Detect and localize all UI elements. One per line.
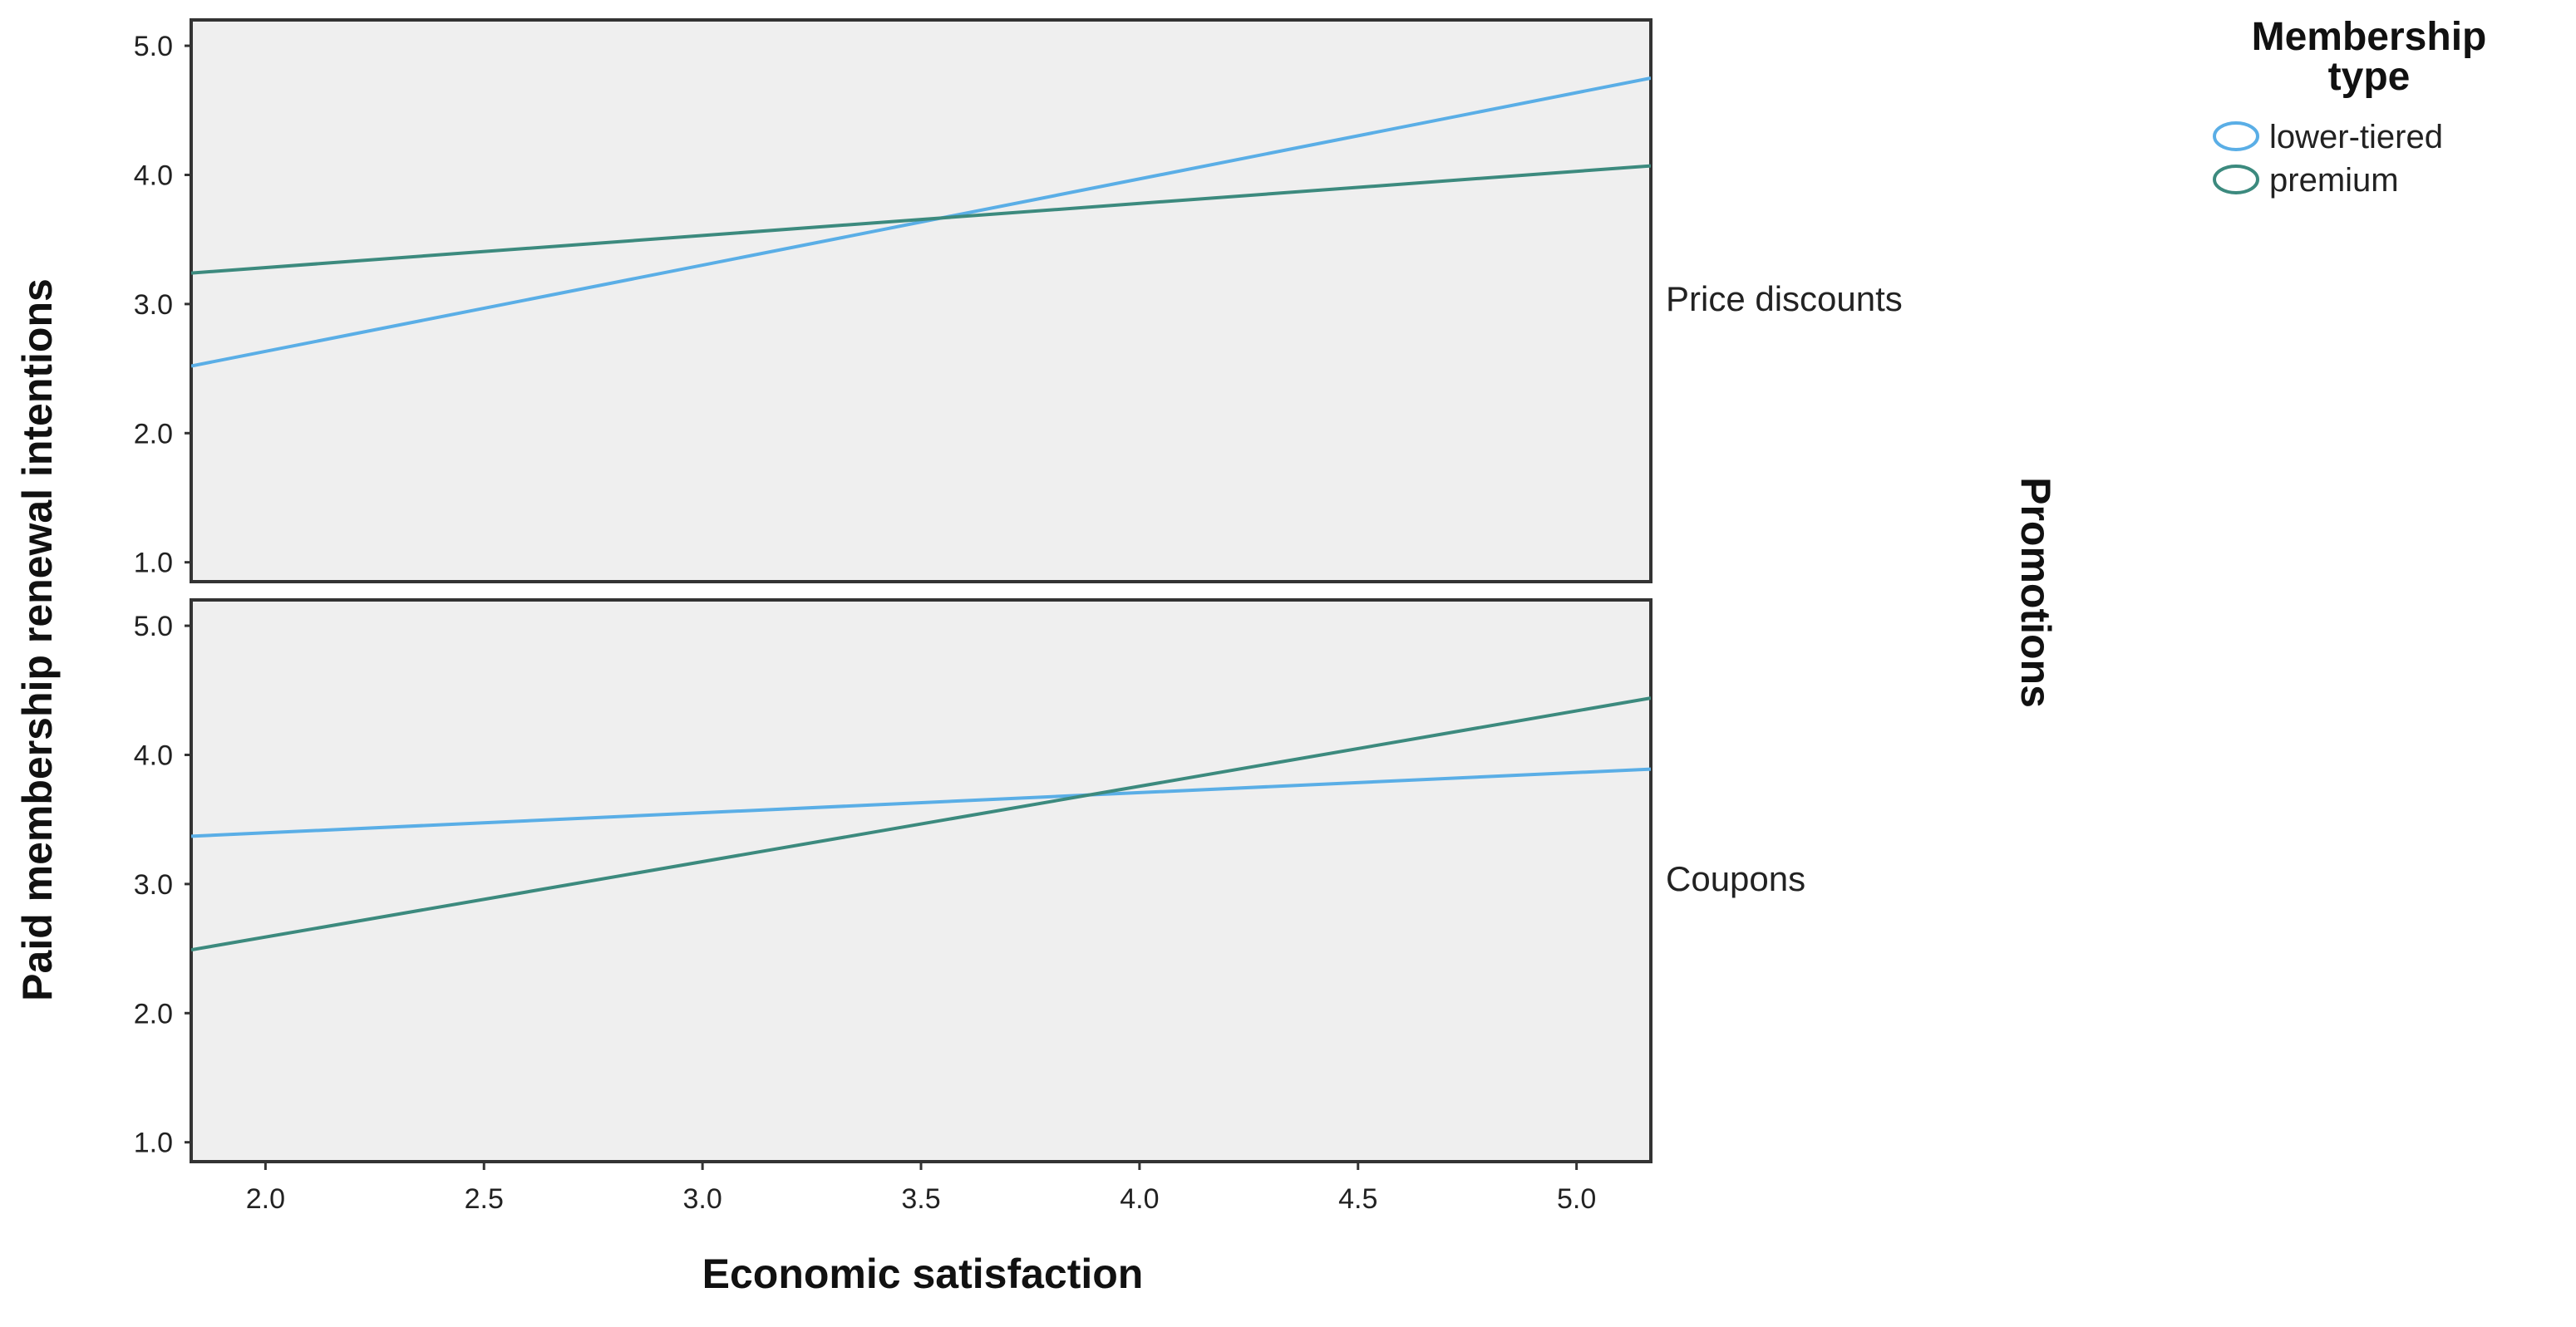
- x-tick-label: 2.0: [246, 1183, 285, 1215]
- panel-price-discounts: 1.0 2.0 3.0 4.0 5.0 Price discounts: [134, 18, 1903, 583]
- legend-title-line-1: Membership: [2252, 15, 2487, 59]
- panel-label: Coupons: [1666, 859, 1805, 898]
- legend: Membership type lower-tiered premium: [2213, 15, 2487, 199]
- legend-label: premium: [2269, 162, 2399, 199]
- x-tick-label: 3.0: [682, 1183, 722, 1215]
- legend-items: lower-tiered premium: [2213, 119, 2443, 199]
- x-tick-label: 3.5: [901, 1183, 940, 1215]
- series-line-premium: [191, 696, 1651, 952]
- series-lines: [191, 76, 1651, 368]
- y-tick-label: 2.0: [134, 998, 173, 1030]
- x-tick-label: 4.5: [1338, 1183, 1377, 1215]
- series-line-premium: [191, 164, 1651, 275]
- y-tick-label: 4.0: [134, 160, 173, 191]
- legend-item-premium: premium: [2213, 162, 2399, 199]
- y-tick-label: 1.0: [134, 1128, 173, 1159]
- y-axis-title: Paid membership renewal intentions: [14, 278, 61, 1001]
- legend-label: lower-tiered: [2269, 119, 2443, 155]
- y-tick-label: 3.0: [134, 869, 173, 901]
- panel-label: Price discounts: [1666, 279, 1903, 318]
- x-tick-label: 4.0: [1120, 1183, 1159, 1215]
- series-lines: [191, 696, 1651, 952]
- legend-item-lower-tiered: lower-tiered: [2213, 119, 2443, 155]
- panel-frame: [190, 18, 1652, 583]
- legend-marker: [2213, 121, 2259, 151]
- x-tick-label: 2.5: [465, 1183, 504, 1215]
- panel-coupons: 1.0 2.0 3.0 4.0 5.0 Coupons: [134, 598, 1805, 1163]
- x-axis-title: Economic satisfaction: [702, 1251, 1144, 1297]
- legend-title-line-2: type: [2328, 55, 2411, 99]
- panels-layer: 1.0 2.0 3.0 4.0 5.0 Price discounts 1.0 2.0 3.0 4…: [134, 18, 1903, 1163]
- facet-title: Promotions: [2012, 477, 2059, 708]
- legend-marker: [2213, 165, 2259, 194]
- x-axis: 2.0 2.5 3.0 3.5 4.0 4.5 5.0: [246, 1162, 1596, 1215]
- y-tick-label: 3.0: [134, 289, 173, 321]
- series-line-lower-tiered: [191, 767, 1651, 838]
- x-tick-label: 5.0: [1557, 1183, 1596, 1215]
- y-tick-label: 2.0: [134, 418, 173, 450]
- y-tick-label: 1.0: [134, 548, 173, 579]
- y-tick-label: 5.0: [134, 31, 173, 62]
- y-tick-label: 5.0: [134, 611, 173, 642]
- y-tick-label: 4.0: [134, 740, 173, 771]
- series-line-lower-tiered: [191, 76, 1651, 368]
- panel-frame: [190, 598, 1652, 1163]
